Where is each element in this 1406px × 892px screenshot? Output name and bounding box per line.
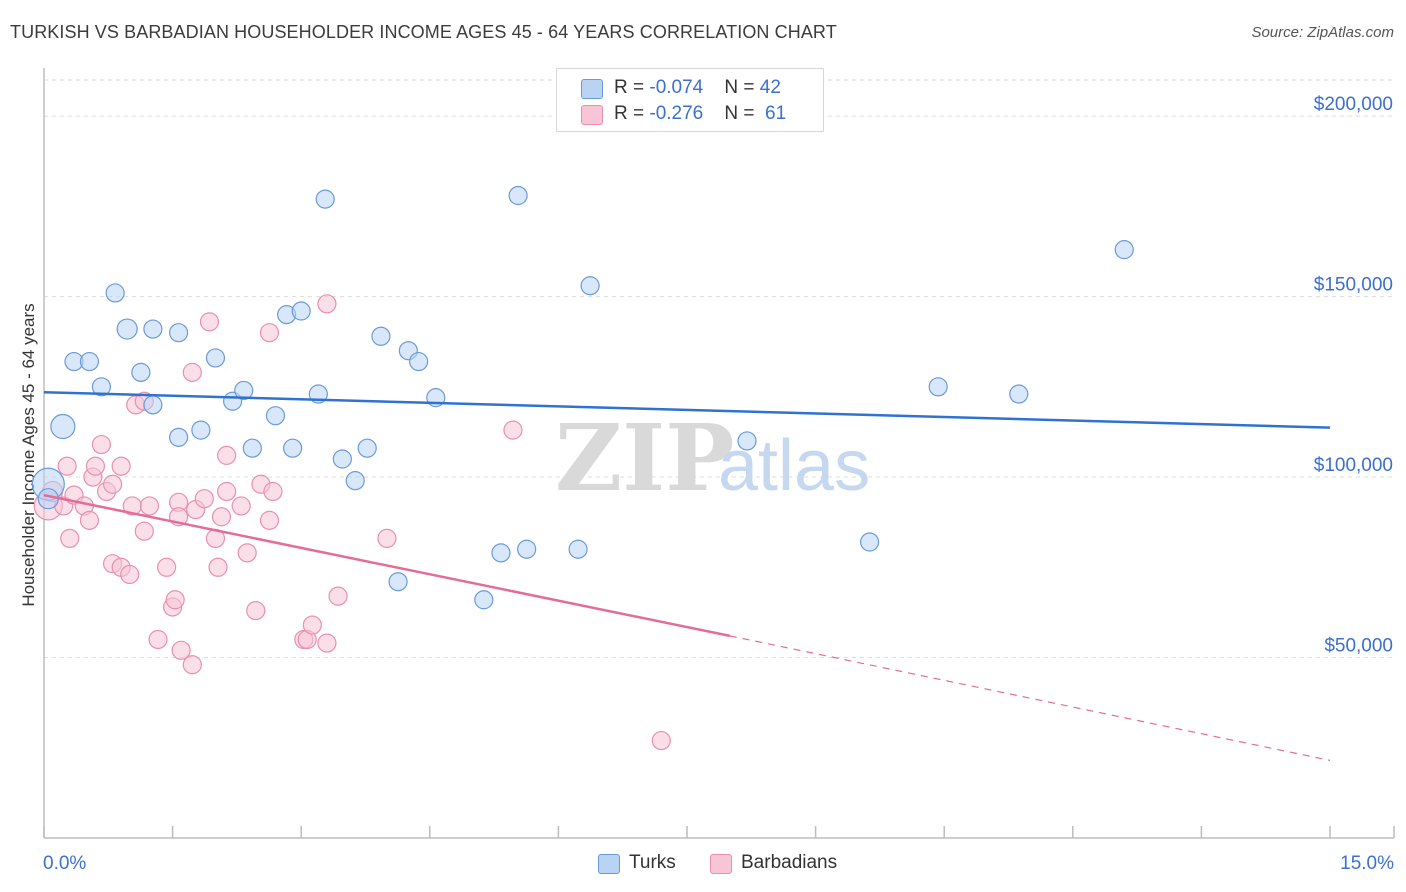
turks-point xyxy=(860,532,880,552)
y-tick-label: $150,000 xyxy=(1314,275,1393,296)
barbadians-trend-line xyxy=(43,493,731,638)
barbadians-point xyxy=(60,528,80,549)
barbadians-point xyxy=(328,586,348,606)
turks-r-value: -0.074 xyxy=(649,77,704,98)
barbadians-point xyxy=(263,481,283,502)
turks-point xyxy=(332,449,352,469)
barbadians-point xyxy=(199,312,220,332)
turks-point xyxy=(37,488,59,510)
turks-point xyxy=(169,323,189,343)
y-tick-label: $200,000 xyxy=(1314,94,1393,115)
legend-swatch-turks xyxy=(581,79,603,99)
barbadians-trend-extension xyxy=(729,635,1331,761)
turks-point xyxy=(234,380,254,401)
barbadians-point xyxy=(377,528,397,549)
barbadians-point xyxy=(85,456,106,476)
barbadians-point xyxy=(171,640,191,660)
barbadians-point xyxy=(165,590,185,610)
axes xyxy=(43,68,1395,839)
turks-point xyxy=(131,362,151,382)
turks-point xyxy=(491,543,511,563)
barbadians-point xyxy=(211,507,232,527)
turks-point xyxy=(205,348,226,368)
x-tick-label-max: 15.0% xyxy=(1340,853,1394,874)
turks-point xyxy=(265,406,286,426)
tick-labels: $50,000 $100,000 $150,000 $200,000 0.0% 15.0% xyxy=(43,94,1394,874)
barbadians-point xyxy=(317,633,337,653)
bottom-swatch-turks xyxy=(598,854,620,874)
barbadians-point xyxy=(120,564,140,585)
barbadians-point xyxy=(102,474,123,494)
turks-point xyxy=(105,283,125,303)
turks-point xyxy=(409,351,429,372)
barbadians-n-value: 61 xyxy=(765,103,787,124)
turks-point xyxy=(143,319,163,339)
barbadians-point xyxy=(246,600,266,621)
y-tick-label: $50,000 xyxy=(1324,636,1393,657)
barbadians-point xyxy=(194,489,214,509)
barbadians-point xyxy=(182,655,202,675)
barbadians-point xyxy=(111,456,131,476)
turks-point xyxy=(50,413,76,440)
turks-point xyxy=(291,301,311,321)
turks-point xyxy=(357,438,377,458)
turks-point xyxy=(580,276,600,296)
turks-point xyxy=(474,590,494,610)
barbadians-point xyxy=(148,629,168,650)
turks-point xyxy=(508,185,528,206)
watermark-zip: ZIP xyxy=(555,404,734,512)
turks-point xyxy=(928,377,948,397)
barbadians-point xyxy=(139,496,160,516)
turks-point xyxy=(371,326,391,346)
turks-point xyxy=(517,539,537,559)
turks-point xyxy=(568,539,588,559)
barbadians-point xyxy=(79,510,100,530)
barbadians-point xyxy=(217,481,237,502)
turks-point xyxy=(242,438,262,458)
barbadians-point xyxy=(651,730,671,751)
barbadians-point xyxy=(259,510,280,530)
turks-point xyxy=(79,351,100,372)
data-points xyxy=(31,185,1134,751)
turks-point xyxy=(143,395,163,415)
y-tick-label: $100,000 xyxy=(1314,455,1393,476)
turks-point xyxy=(737,431,757,451)
source-label: Source: ZipAtlas.com xyxy=(1251,24,1394,41)
turks-point xyxy=(1009,384,1029,404)
barbadians-point xyxy=(91,434,112,455)
x-tick-label-min: 0.0% xyxy=(43,853,86,874)
turks-point xyxy=(283,438,303,458)
chart-title: TURKISH VS BARBADIAN HOUSEHOLDER INCOME … xyxy=(10,22,837,42)
barbadians-point xyxy=(302,615,322,635)
gridlines xyxy=(44,79,1394,659)
correlation-legend: R = -0.074 N = 42 R = -0.276 N = 61 xyxy=(556,68,824,132)
barbadians-point xyxy=(317,294,337,314)
barbadians-r-value: -0.276 xyxy=(649,103,704,124)
turks-point xyxy=(116,318,138,340)
barbadians-point xyxy=(134,521,154,541)
legend-swatch-barbadians xyxy=(581,105,603,125)
bottom-swatch-barbadians xyxy=(710,854,732,874)
barbadians-point xyxy=(182,362,202,382)
barbadians-point xyxy=(57,456,77,476)
turks-point xyxy=(315,189,335,209)
turks-point xyxy=(345,471,365,491)
turks-point xyxy=(91,377,112,397)
turks-point xyxy=(388,572,408,592)
barbadians-point xyxy=(208,557,228,577)
turks-n-value: 42 xyxy=(759,77,781,98)
barbadians-point xyxy=(503,420,523,440)
turks-trend-line xyxy=(43,390,1331,429)
barbadians-point xyxy=(259,323,280,343)
barbadians-point xyxy=(237,543,257,563)
turks-point xyxy=(191,420,211,440)
barbadians-point xyxy=(217,445,237,465)
barbadians-point xyxy=(231,496,251,516)
barbadians-point xyxy=(156,557,177,577)
turks-point xyxy=(1114,240,1134,260)
turks-point xyxy=(169,427,189,447)
trend-lines xyxy=(43,390,1331,761)
